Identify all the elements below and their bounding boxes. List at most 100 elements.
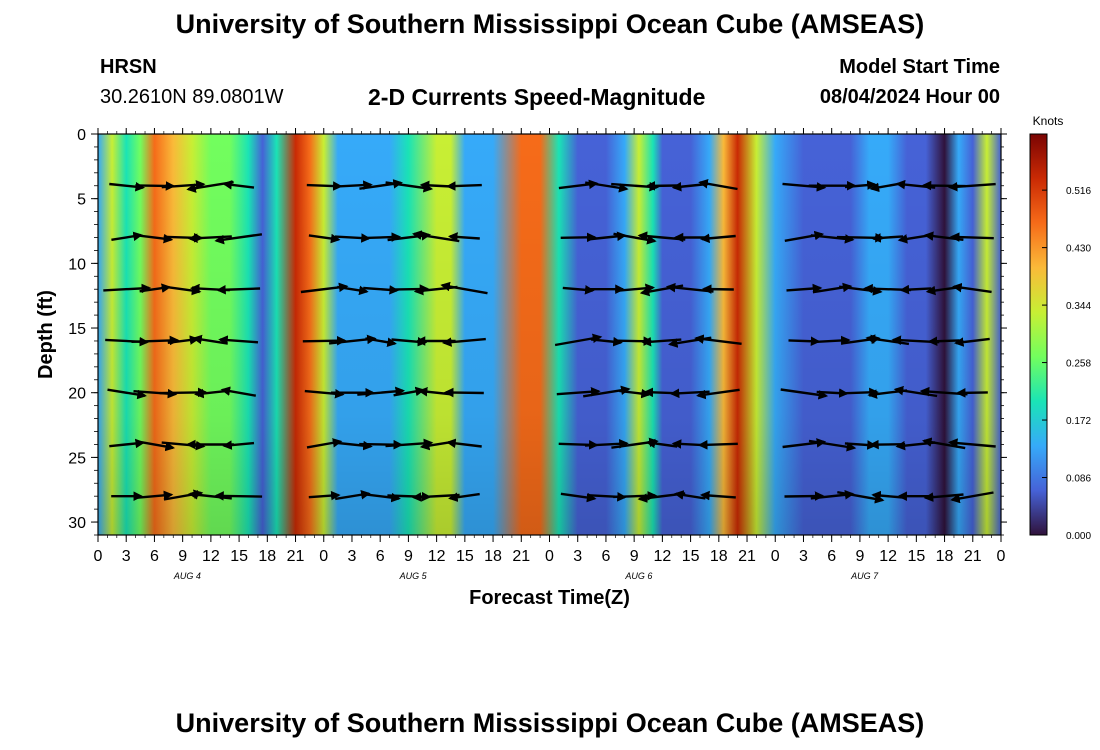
current-vector-arrow — [952, 282, 992, 294]
current-vector-arrow — [613, 232, 657, 245]
colorbar-tick-label: 0.086 — [1066, 474, 1091, 485]
x-tick-label: 9 — [855, 548, 864, 565]
current-vector-arrow — [698, 179, 738, 191]
current-vector-arrow — [645, 181, 678, 191]
y-tick-label: 20 — [68, 386, 86, 403]
x-tick-label: 12 — [428, 548, 446, 565]
current-vector-arrow — [137, 490, 174, 501]
station-coordinates: 30.2610N 89.0801W — [100, 86, 284, 108]
x-tick-label: 15 — [456, 548, 474, 565]
y-tick-label: 30 — [68, 515, 86, 532]
x-day-label: AUG 7 — [850, 571, 879, 581]
x-tick-label: 15 — [907, 548, 925, 565]
current-vector-arrow — [816, 388, 849, 398]
current-vector-arrow — [337, 285, 369, 296]
x-tick-label: 3 — [573, 548, 582, 565]
colorbar-tick-label: 0.258 — [1066, 359, 1091, 370]
current-vector-arrow — [585, 181, 629, 193]
x-tick-label: 15 — [230, 548, 248, 565]
current-vector-arrow — [699, 490, 736, 501]
current-vector-arrow — [308, 233, 341, 244]
x-tick-label: 3 — [348, 548, 357, 565]
current-vector-arrow — [953, 337, 990, 347]
current-vector-arrow — [842, 387, 879, 398]
x-tick-label: 15 — [682, 548, 700, 565]
x-day-label: AUG 5 — [399, 571, 428, 581]
colorbar-tick-label: 0.516 — [1066, 186, 1091, 197]
current-vector-arrow — [947, 181, 996, 192]
current-vector-arrow — [137, 233, 174, 244]
y-tick-label: 10 — [68, 256, 86, 273]
chart-title: University of Southern Mississippi Ocean… — [175, 9, 925, 39]
x-tick-label: 12 — [879, 548, 897, 565]
current-vector-arrow — [590, 336, 623, 347]
colorbar-tick-label: 0.430 — [1066, 244, 1091, 255]
current-vector-arrow — [893, 385, 938, 398]
current-vector-arrow — [446, 438, 482, 449]
x-tick-label: 9 — [178, 548, 187, 565]
x-axis: 0 3 6 9 12 15 18 21 0 3 6 9 12 15 18 21 0 3 6 9 12 15 18 21 0 3 6 9… — [94, 128, 1006, 581]
current-vector-arrow — [109, 438, 146, 449]
footer-title: University of Southern Mississippi Ocean… — [175, 708, 925, 738]
x-tick-label: 18 — [710, 548, 728, 565]
current-vector-arrow — [188, 490, 232, 500]
current-vector-arrow — [365, 337, 397, 347]
current-vector-arrow — [135, 440, 175, 452]
current-vector-arrow — [955, 388, 988, 398]
current-vector-arrow — [109, 181, 146, 192]
y-axis-label: Depth (ft) — [35, 290, 57, 379]
current-vector-arrow — [139, 283, 172, 293]
current-vector-arrow — [560, 492, 597, 503]
y-tick-label: 15 — [68, 321, 86, 338]
current-vector-arrow — [161, 180, 206, 190]
x-tick-label: 6 — [376, 548, 385, 565]
current-vector-arrow — [808, 439, 857, 452]
x-tick-label: 3 — [122, 548, 131, 565]
current-vector-arrow — [613, 490, 658, 501]
current-vector-arrow — [865, 334, 910, 346]
x-tick-label: 18 — [936, 548, 954, 565]
current-vector-arrow — [814, 335, 851, 346]
plot-area — [97, 133, 1002, 536]
current-vector-arrow — [838, 285, 883, 296]
current-vector-arrow — [556, 386, 601, 397]
y-tick-label: 5 — [77, 192, 86, 209]
x-tick-label: 6 — [150, 548, 159, 565]
colorbar-ticks: 0.516 0.430 0.344 0.258 0.172 0.086 0.000 — [1042, 186, 1091, 542]
current-vector-arrow — [694, 334, 742, 345]
x-tick-label: 21 — [512, 548, 530, 565]
current-vector-arrow — [560, 232, 597, 243]
current-vector-arrow — [220, 386, 257, 397]
current-vector-arrow — [447, 232, 480, 242]
current-vector-arrow — [950, 491, 994, 504]
current-vector-arrow — [949, 232, 994, 242]
current-vector-arrow — [696, 388, 740, 400]
y-tick-label: 25 — [68, 450, 86, 467]
colorbar-unit-label: Knots — [1033, 114, 1064, 128]
x-axis-label: Forecast Time(Z) — [469, 587, 630, 609]
current-vector-arrow — [869, 439, 906, 450]
x-tick-label: 18 — [258, 548, 276, 565]
colorbar-scale — [1029, 133, 1048, 536]
current-vector-arrow — [361, 492, 401, 503]
x-tick-label: 6 — [827, 548, 836, 565]
colorbar-tick-label: 0.344 — [1066, 301, 1091, 312]
x-tick-label: 0 — [94, 548, 103, 565]
current-vector-arrow — [584, 439, 629, 449]
current-vector-arrow — [187, 233, 232, 243]
current-vector-arrow — [810, 234, 855, 244]
current-vector-arrow — [699, 233, 736, 244]
current-vector-arrow — [222, 440, 255, 450]
x-tick-label: 21 — [287, 548, 305, 565]
current-vector-arrow — [786, 283, 823, 294]
y-tick-label: 0 — [77, 127, 86, 144]
current-vector-arrow — [554, 333, 603, 347]
model-start-time: 08/04/2024 Hour 00 — [819, 86, 1000, 108]
product-title: 2-D Currents Speed-Magnitude — [368, 84, 706, 110]
current-vector-arrow — [441, 337, 486, 347]
current-vector-arrow — [562, 285, 595, 295]
depth-shading — [98, 134, 1001, 535]
model-start-label: Model Start Time — [839, 56, 1000, 78]
x-tick-label: 21 — [738, 548, 756, 565]
